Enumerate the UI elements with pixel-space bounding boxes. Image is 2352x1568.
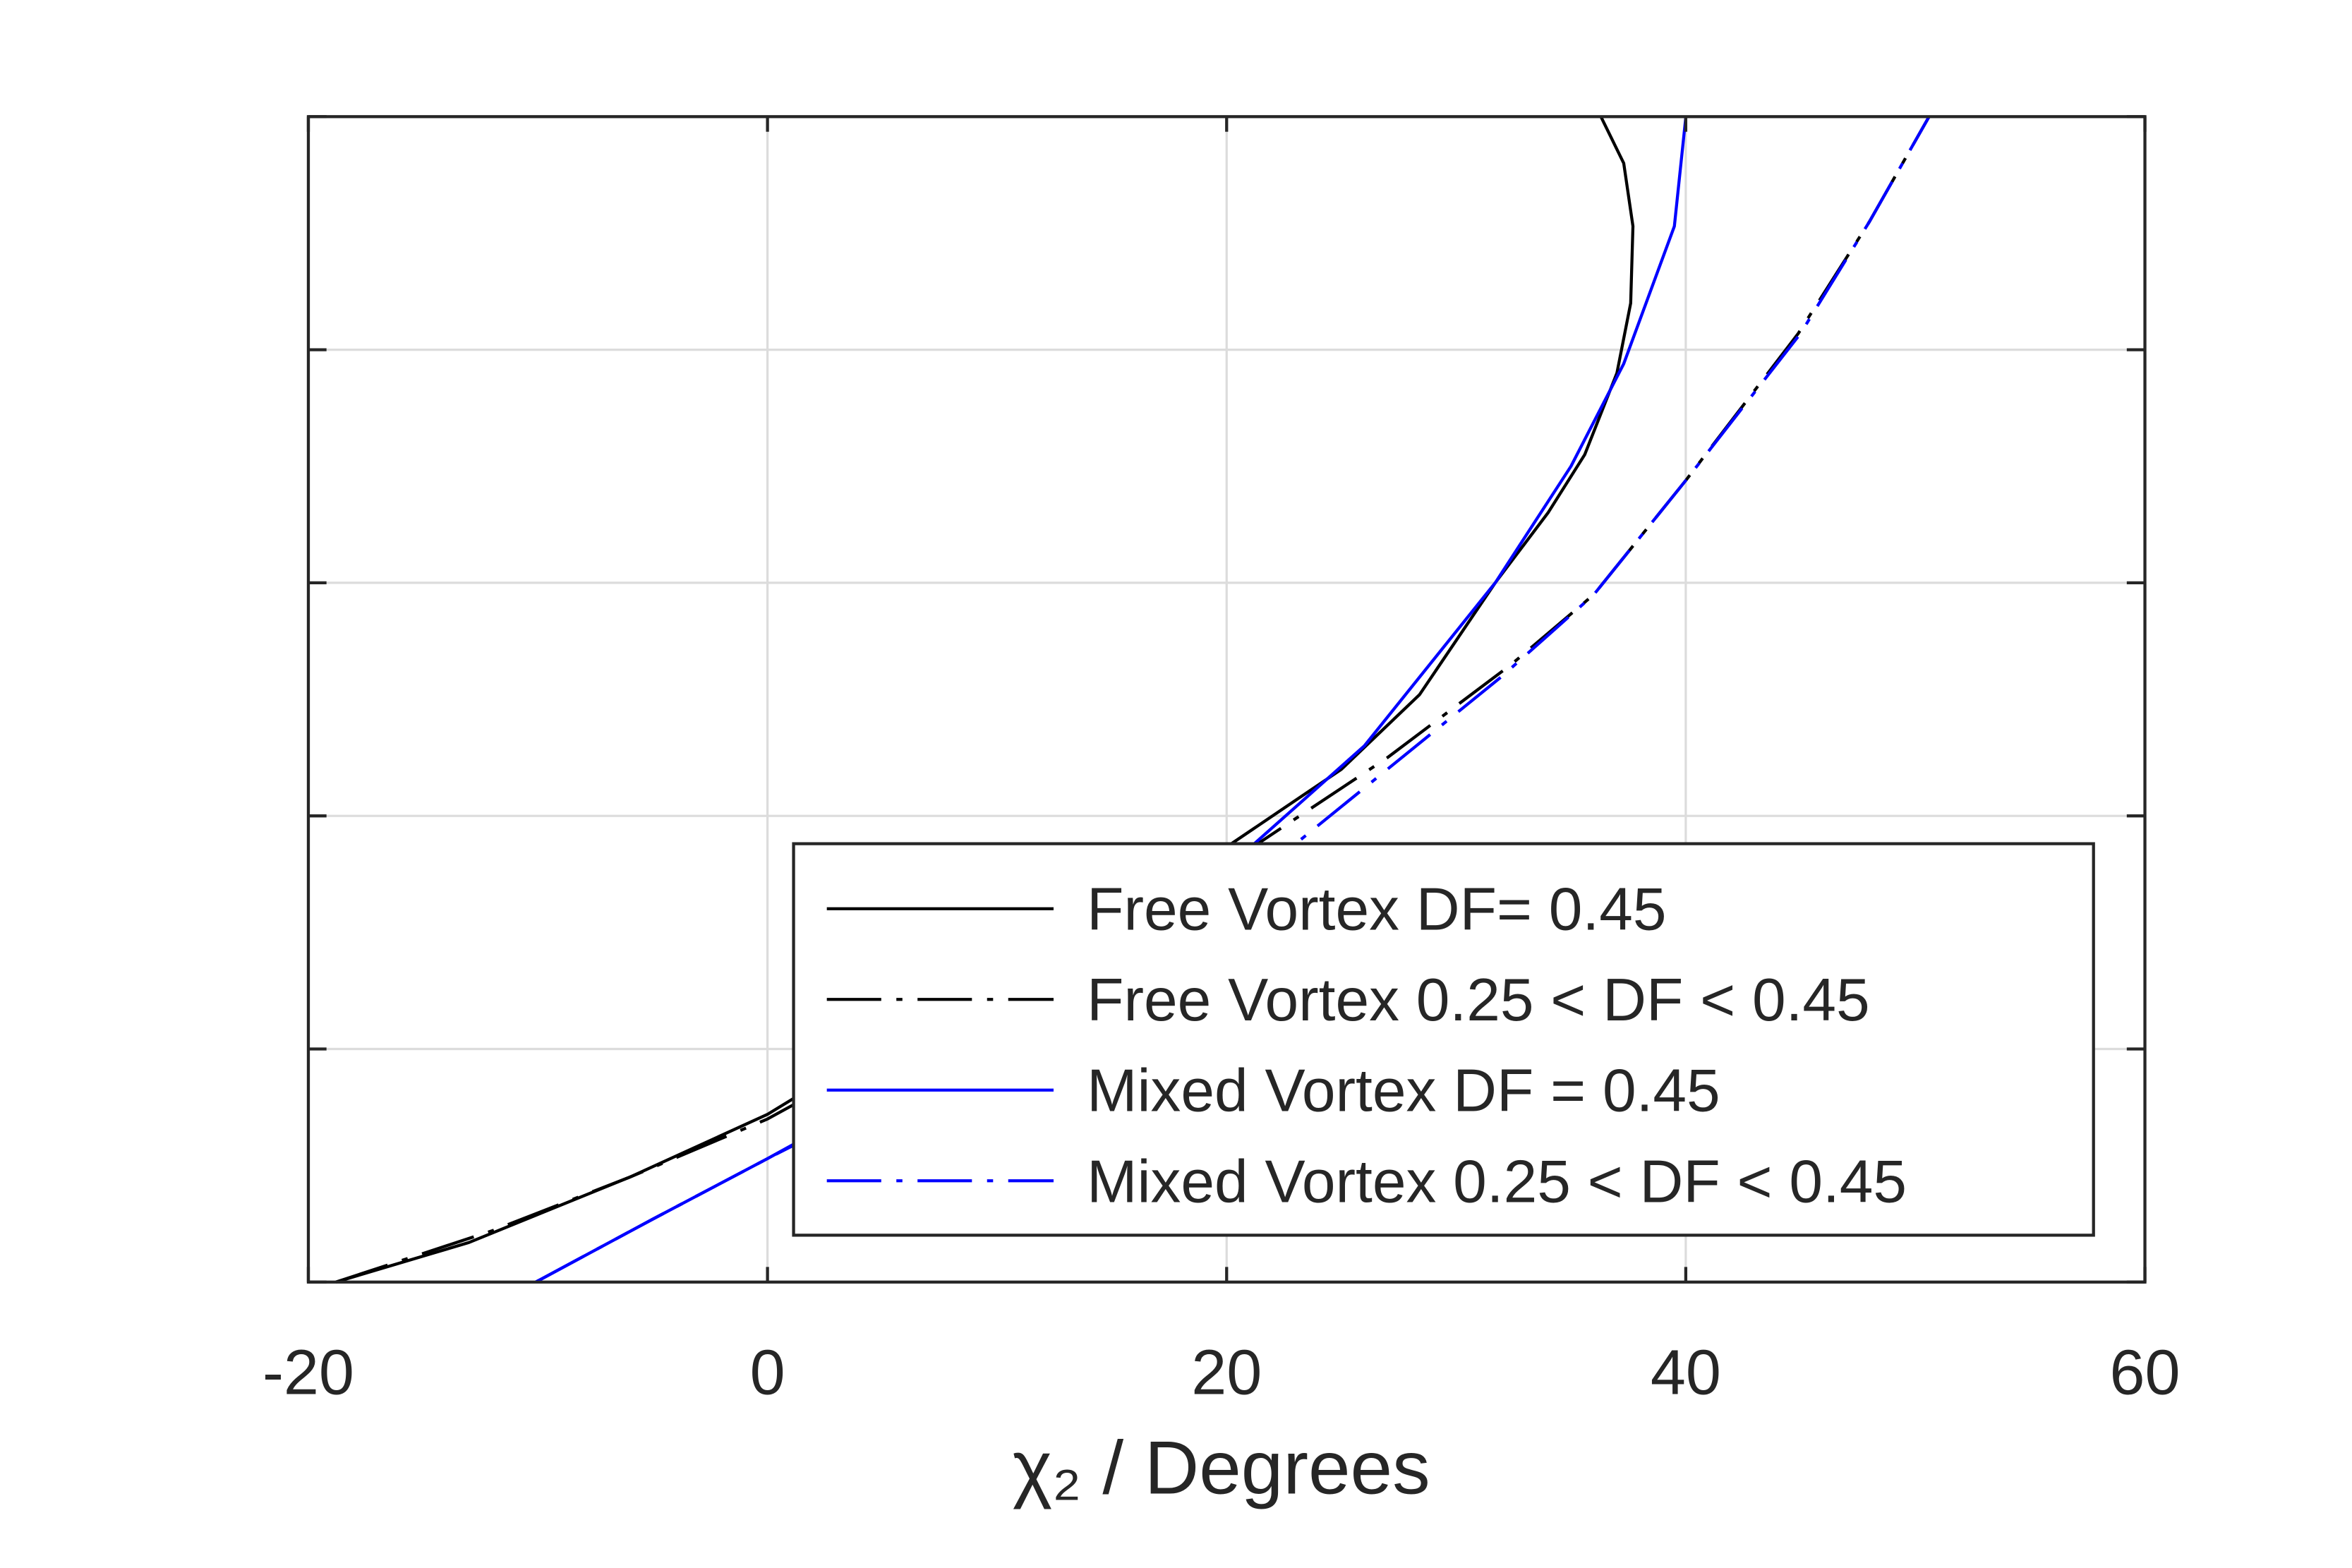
x-tick-label: 60	[2110, 1337, 2181, 1408]
x-tick-label: 20	[1191, 1337, 1262, 1408]
x-axis-label: χ₂ / Degrees	[1013, 1425, 1430, 1510]
legend-label: Free Vortex DF= 0.45	[1087, 876, 1666, 943]
legend-label: Free Vortex 0.25 < DF < 0.45	[1087, 966, 1870, 1034]
ticks: -20 0 20 40 60	[263, 115, 2181, 1408]
legend-label: Mixed Vortex DF = 0.45	[1087, 1057, 1720, 1125]
legend-label: Mixed Vortex 0.25 < DF < 0.45	[1087, 1147, 1907, 1215]
x-tick-label: 40	[1651, 1337, 1721, 1408]
series-line	[335, 116, 1635, 1284]
x-tick-label: -20	[263, 1337, 354, 1408]
legend: Free Vortex DF= 0.45 Free Vortex 0.25 < D…	[792, 842, 2095, 1237]
x-tick-label: 0	[750, 1337, 785, 1408]
series-line	[535, 116, 1931, 1284]
